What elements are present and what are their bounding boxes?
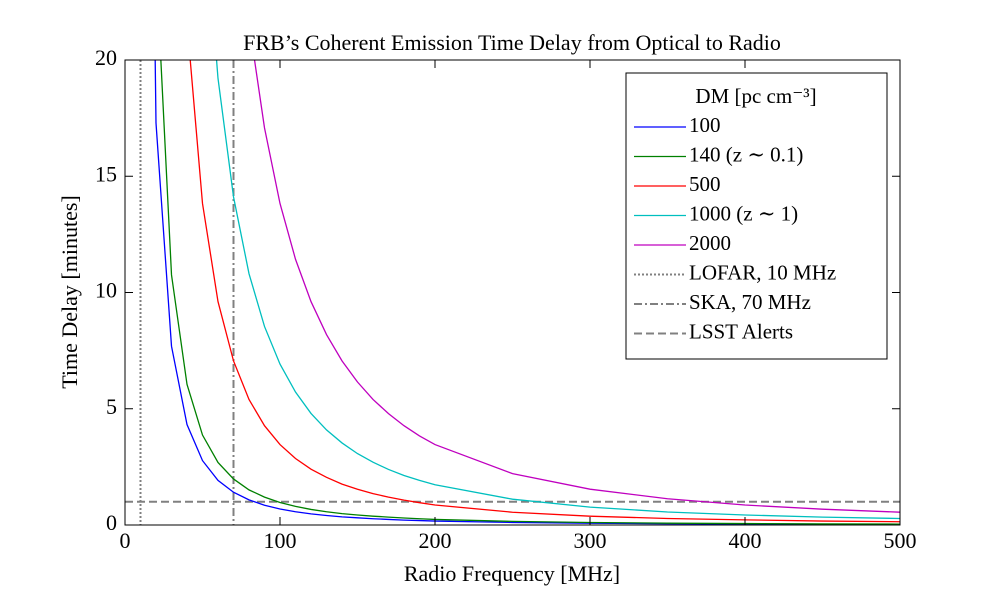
legend-label: 100 [689,113,721,137]
chart-title: FRB’s Coherent Emission Time Delay from … [243,30,781,55]
series-line [215,60,900,520]
legend: DM [pc cm⁻³] 100 140 (z ∼ 0.1) 500 1000 (z … [625,72,888,360]
y-tick-label: 10 [95,278,117,303]
y-tick-label: 5 [106,394,117,419]
legend-label: LOFAR, 10 MHz [689,260,836,284]
series-line [189,60,900,523]
y-tick-label: 0 [106,510,117,535]
x-tick-label: 500 [884,528,917,553]
y-tick-label: 15 [95,161,117,186]
series-line [154,60,900,525]
series-line [160,60,900,525]
legend-box [625,72,888,360]
y-axis-label: Time Delay [minutes] [57,195,82,389]
x-tick-label: 300 [574,528,607,553]
legend-label: 2000 [689,231,731,255]
legend-label: 1000 (z ∼ 1) [689,201,798,225]
x-axis-label: Radio Frequency [MHz] [404,561,620,586]
legend-label: LSST Alerts [689,319,793,343]
legend-label: 140 (z ∼ 0.1) [689,142,803,166]
series-line [253,60,900,513]
x-tick-label: 0 [120,528,131,553]
y-tick-label: 20 [95,45,117,70]
x-tick-label: 400 [729,528,762,553]
x-tick-label: 100 [264,528,297,553]
legend-title: DM [pc cm⁻³] [695,84,816,108]
legend-label: 500 [689,172,721,196]
legend-label: SKA, 70 MHz [689,290,811,314]
plot-area [125,60,900,525]
x-tick-label: 200 [419,528,452,553]
